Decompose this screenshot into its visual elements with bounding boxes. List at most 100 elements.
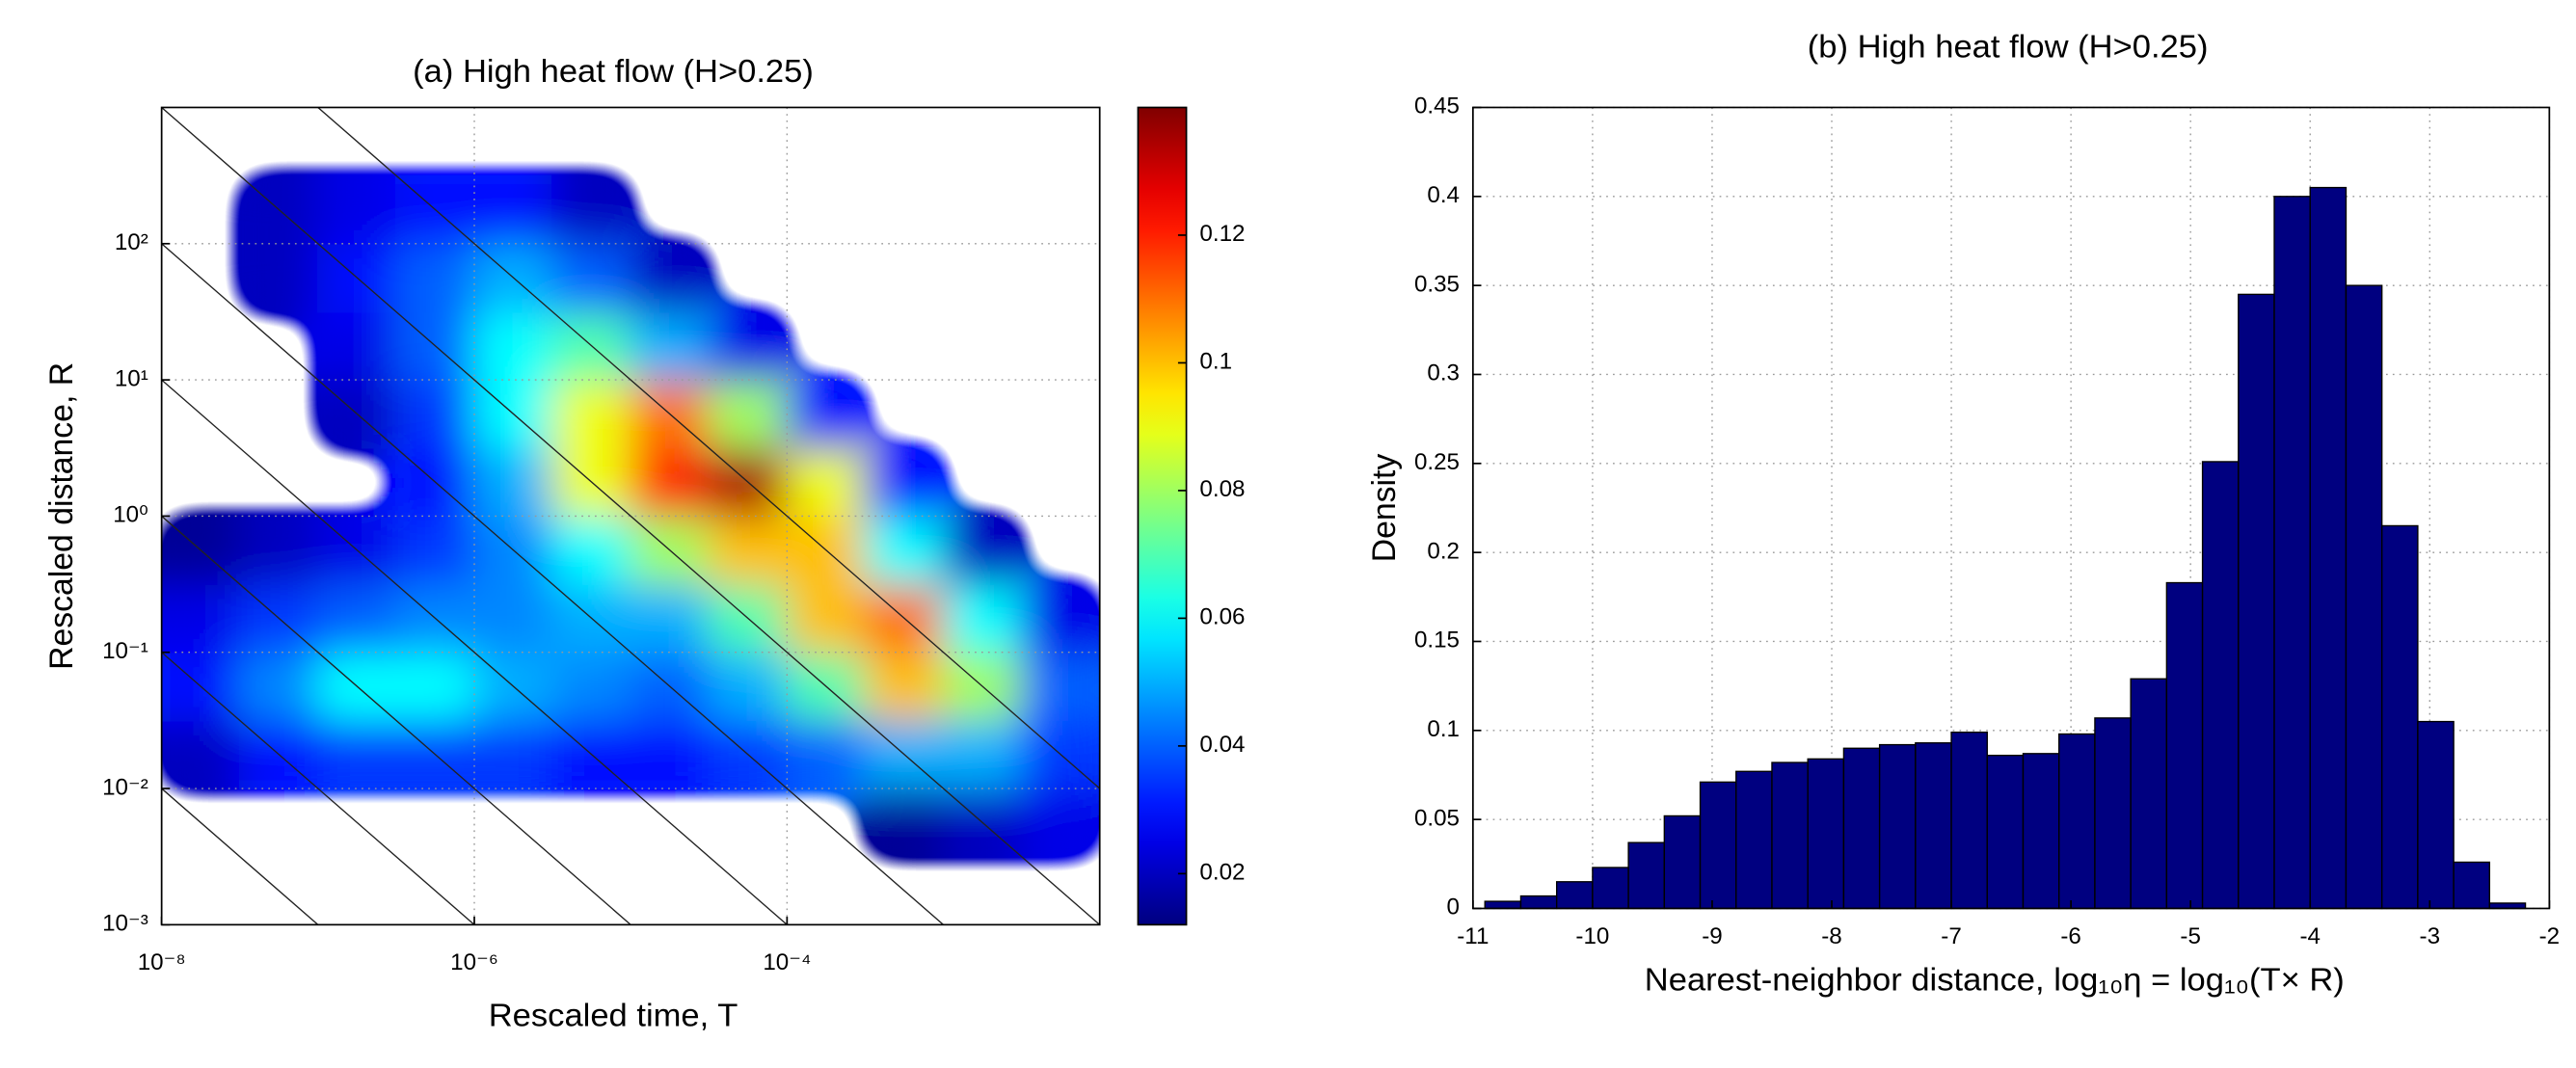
x-tick-label: -6 [2060, 923, 2081, 949]
density-cell [630, 310, 711, 381]
colorbar-tick-label: 0.1 [1199, 349, 1232, 375]
y-tick-label: 0.1 [1427, 716, 1460, 742]
y-tick-label: 10⁻³ [102, 911, 148, 937]
bar [1986, 754, 2025, 910]
bar [2058, 733, 2096, 910]
bar [1663, 814, 1702, 910]
density-cell [708, 379, 789, 449]
bar [1592, 867, 1629, 910]
x-tick-label: 10⁻⁸ [138, 949, 186, 975]
y-axis-label: Rescaled distance, R [42, 362, 79, 670]
y-tick-label: 0.15 [1414, 627, 1460, 654]
y-axis-label: Density [1366, 453, 1403, 562]
bar [2130, 678, 2168, 910]
colorbar-tick-label: 0.04 [1199, 732, 1245, 758]
plot-frame [1471, 106, 2551, 910]
bar [1735, 770, 1773, 910]
density-cell [786, 379, 867, 449]
y-tick-label: 0.35 [1414, 272, 1460, 298]
x-tick-label: -3 [2420, 923, 2441, 949]
density-cell [394, 242, 475, 313]
x-tick-label: 10⁻⁶ [450, 949, 498, 975]
density-cell [551, 651, 632, 722]
density-cell [316, 583, 397, 654]
density-cell [942, 583, 1023, 654]
bar [1555, 881, 1594, 910]
x-tick-label: 10⁻⁴ [763, 949, 811, 975]
y-tick-label: 0 [1447, 894, 1460, 921]
y-tick-label: 10⁻² [102, 775, 148, 801]
colorbar-tick-label: 0.06 [1199, 604, 1245, 630]
x-axis-label: Nearest-neighbor distance, log₁₀η = log₁… [1645, 962, 2345, 999]
density-cell [786, 446, 867, 518]
colorbar-tick-label: 0.02 [1199, 860, 1245, 886]
x-axis-label: Rescaled time, T [489, 998, 738, 1034]
density-cell [161, 583, 241, 654]
y-tick-label: 10⁻¹ [102, 638, 148, 664]
bar [1771, 761, 1809, 910]
density-cell [316, 719, 397, 789]
density-cell [551, 174, 632, 245]
x-tick-label: -4 [2299, 923, 2321, 949]
density-cell [161, 719, 241, 789]
density-cell [394, 379, 475, 449]
density-cell [1020, 651, 1100, 722]
plot-frame [160, 106, 1101, 926]
density-cell [708, 515, 789, 585]
reference-line [161, 515, 632, 925]
density-cell [473, 583, 553, 654]
density-cell [551, 379, 632, 449]
density-cell [238, 515, 319, 585]
colorbar [1137, 106, 1188, 926]
colorbar-tick-label: 0.12 [1199, 221, 1245, 247]
y-tick-label: 0.4 [1427, 182, 1460, 208]
density-cell [942, 719, 1023, 789]
density-cell [864, 651, 945, 722]
bar [1807, 758, 1845, 910]
x-tick-label: -5 [2180, 923, 2201, 949]
bar [2165, 581, 2204, 910]
density-cell [864, 515, 945, 585]
reference-line [161, 379, 789, 925]
density-cell [708, 310, 789, 381]
density-cell [473, 719, 553, 789]
reference-line [161, 243, 945, 925]
x-tick-label: -2 [2539, 923, 2561, 949]
density-cell [238, 651, 319, 722]
bar [1915, 742, 1952, 910]
bar [2273, 196, 2311, 910]
y-tick-label: 10¹ [115, 366, 148, 392]
x-tick-label: -11 [1457, 923, 1489, 949]
reference-line [161, 107, 1100, 925]
bar [2201, 461, 2240, 910]
bar [2417, 720, 2455, 910]
bar [2453, 861, 2491, 910]
density-cell [394, 651, 475, 722]
x-tick-label: -9 [1702, 923, 1723, 949]
bar [2022, 753, 2060, 910]
density-cell [1020, 788, 1100, 858]
density-cell [630, 583, 711, 654]
y-tick-label: 0.2 [1427, 539, 1460, 565]
y-tick-label: 10² [115, 229, 148, 255]
y-tick-label: 0.45 [1414, 93, 1460, 120]
y-tick-label: 0.25 [1414, 449, 1460, 475]
chart-title: (b) High heat flow (H>0.25) [1808, 29, 2209, 66]
density-cell [316, 310, 397, 381]
density-cell [1020, 583, 1100, 654]
heatmap-area [161, 107, 1100, 925]
density-cell [316, 174, 397, 245]
density-cell [630, 719, 711, 789]
bar [2345, 284, 2383, 910]
x-tick-label: -7 [1941, 923, 1962, 949]
bar [2309, 186, 2348, 910]
density-cell [786, 583, 867, 654]
bar [1950, 731, 1988, 910]
bar [1699, 781, 1737, 910]
bar [1484, 900, 1522, 910]
y-tick-label: 0.3 [1427, 360, 1460, 387]
density-cell [394, 515, 475, 585]
bar [2238, 293, 2275, 910]
